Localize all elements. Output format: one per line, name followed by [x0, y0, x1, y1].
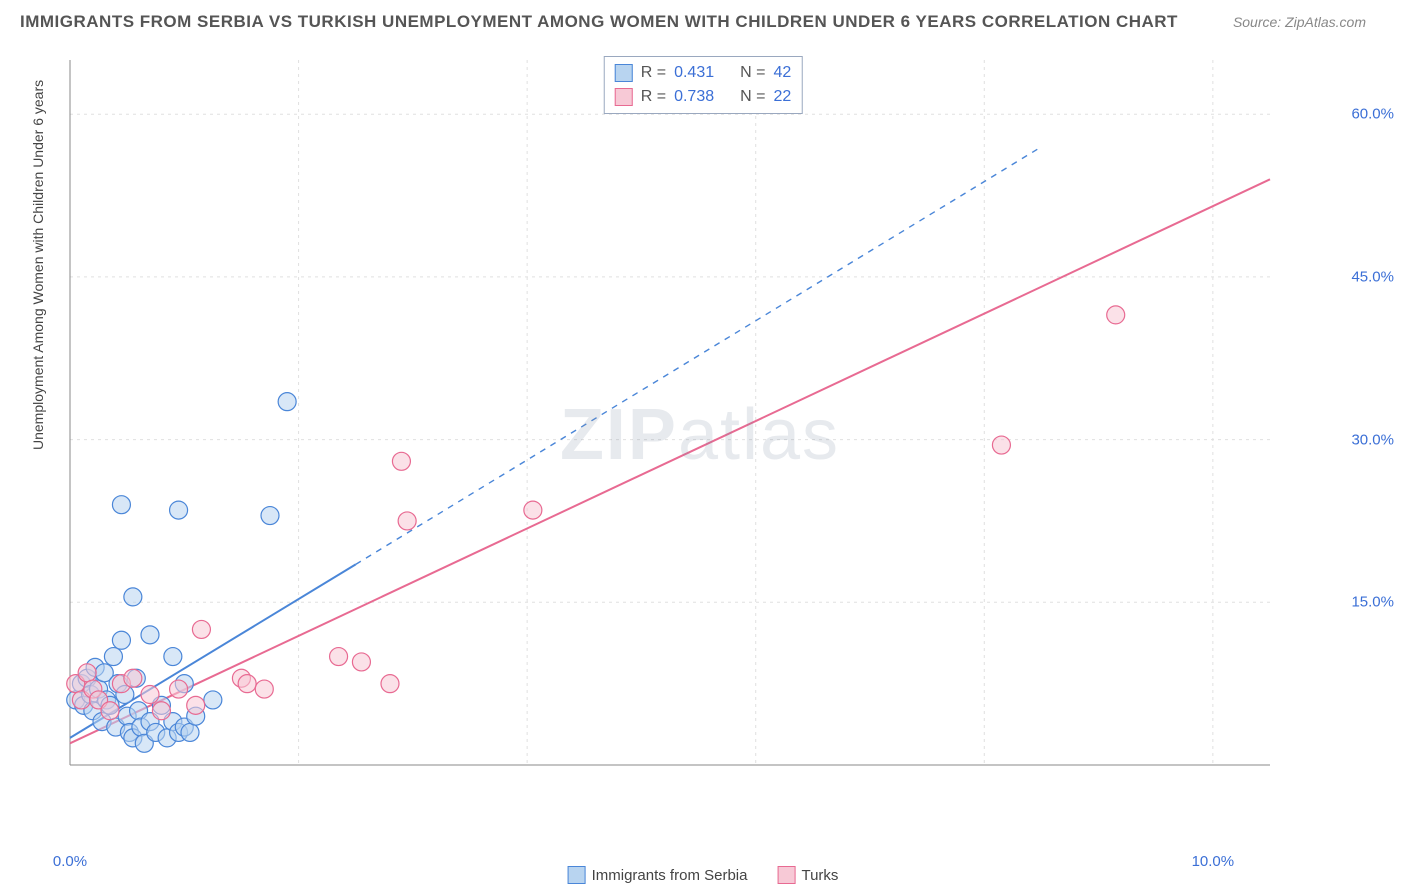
r-value: 0.738: [674, 85, 714, 109]
y-tick-label: 30.0%: [1351, 431, 1394, 448]
scatter-chart-svg: [60, 50, 1340, 820]
correlation-stat-legend: R = 0.431 N = 42 R = 0.738 N = 22: [604, 56, 803, 114]
r-label: R =: [641, 61, 666, 85]
n-value: 22: [773, 85, 791, 109]
legend-swatch: [568, 866, 586, 884]
chart-title: IMMIGRANTS FROM SERBIA VS TURKISH UNEMPL…: [20, 12, 1178, 32]
series-legend-label: Immigrants from Serbia: [592, 867, 748, 884]
n-label: N =: [740, 85, 765, 109]
r-label: R =: [641, 85, 666, 109]
stat-legend-row: R = 0.431 N = 42: [615, 61, 792, 85]
r-value: 0.431: [674, 61, 714, 85]
stat-legend-row: R = 0.738 N = 22: [615, 85, 792, 109]
source-attribution: Source: ZipAtlas.com: [1233, 14, 1366, 30]
y-axis-label: Unemployment Among Women with Children U…: [30, 80, 46, 450]
legend-swatch: [615, 88, 633, 106]
n-value: 42: [773, 61, 791, 85]
series-legend-item: Immigrants from Serbia: [568, 866, 748, 884]
source-value: ZipAtlas.com: [1285, 14, 1366, 30]
series-legend-label: Turks: [801, 867, 838, 884]
x-tick-label: 10.0%: [1192, 853, 1235, 870]
source-label: Source:: [1233, 14, 1281, 30]
chart-area: ZIPatlas: [60, 50, 1340, 820]
series-legend: Immigrants from Serbia Turks: [568, 866, 839, 884]
y-tick-label: 15.0%: [1351, 594, 1394, 611]
x-tick-label: 0.0%: [53, 853, 87, 870]
n-label: N =: [740, 61, 765, 85]
y-tick-label: 45.0%: [1351, 268, 1394, 285]
legend-swatch: [615, 64, 633, 82]
series-legend-item: Turks: [777, 866, 838, 884]
legend-swatch: [777, 866, 795, 884]
y-tick-label: 60.0%: [1351, 106, 1394, 123]
